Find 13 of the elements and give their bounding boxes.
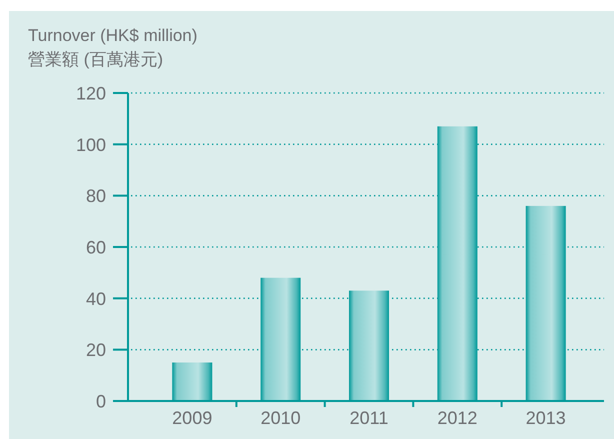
y-tick-label: 40 xyxy=(86,288,106,309)
y-tick-label: 120 xyxy=(76,84,106,104)
x-tick-label: 2011 xyxy=(350,408,388,428)
y-tick-label: 100 xyxy=(76,134,106,155)
y-tick-label: 20 xyxy=(86,340,106,360)
x-tick-label: 2010 xyxy=(260,408,301,428)
x-tick-label: 2009 xyxy=(172,408,212,428)
y-tick-label: 0 xyxy=(96,392,106,412)
y-tick-label: 80 xyxy=(86,186,106,206)
y-axis-title: Turnover (HK$ million) 營業額 (百萬港元) xyxy=(28,26,198,69)
x-tick-label: 2012 xyxy=(437,408,478,428)
x-tick-label: 2013 xyxy=(526,408,566,428)
y-tick-label: 60 xyxy=(86,238,106,258)
